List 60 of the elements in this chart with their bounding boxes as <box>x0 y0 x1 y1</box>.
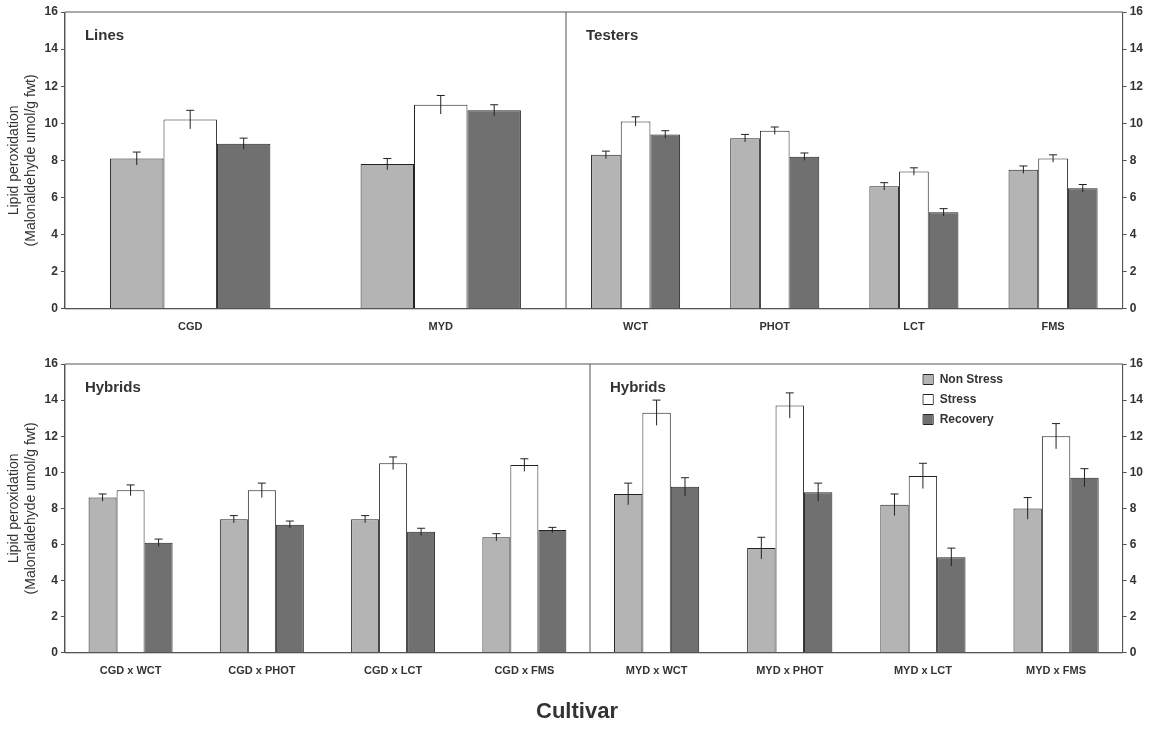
y-tick-label: 6 <box>51 536 59 551</box>
x-tick-label: MYD x WCT <box>625 664 688 677</box>
y2-tick-label: 2 <box>1129 609 1137 624</box>
y-tick-label: 6 <box>51 189 59 204</box>
y-tick-label: 12 <box>44 428 59 443</box>
y2-tick-label: 14 <box>1129 41 1144 56</box>
y-tick-label: 4 <box>51 226 59 241</box>
legend-label: Non Stress <box>939 372 1004 387</box>
text: Testers <box>586 26 639 44</box>
y-tick-label: 2 <box>51 264 59 279</box>
y2-tick-label: 4 <box>1129 572 1137 587</box>
y2-tick-label: 6 <box>1129 189 1137 204</box>
y-tick-label: 12 <box>44 78 59 93</box>
y-tick-label: 16 <box>44 356 59 371</box>
y2-tick-label: 10 <box>1129 115 1144 130</box>
y2-tick-label: 10 <box>1129 464 1144 479</box>
y2-tick-label: 14 <box>1129 392 1144 407</box>
y-tick-label: 2 <box>51 609 59 624</box>
y-tick-label: 16 <box>44 4 59 19</box>
y-tick-label: 8 <box>51 500 59 515</box>
y-tick-label: 8 <box>51 152 59 167</box>
text: Lines <box>84 26 125 44</box>
x-tick-label: CGD x WCT <box>99 664 162 677</box>
x-tick-label: CGD x FMS <box>494 664 555 677</box>
x-tick-label: CGD x LCT <box>364 664 423 677</box>
y2-tick-label: 12 <box>1129 78 1144 93</box>
y2-tick-label: 6 <box>1129 536 1137 551</box>
x-axis-title: Cultivar <box>536 698 618 724</box>
text: Hybrids <box>84 378 141 396</box>
x-tick-label: PHOT <box>759 320 791 333</box>
x-tick-label: WCT <box>623 320 649 333</box>
x-tick-label: MYD <box>428 320 454 333</box>
legend-label: Recovery <box>939 412 995 427</box>
y-tick-label: 14 <box>44 41 59 56</box>
x-tick-label: MYD x LCT <box>893 664 953 677</box>
x-tick-label: LCT <box>903 320 925 333</box>
y2-tick-label: 12 <box>1129 428 1144 443</box>
x-tick-label: MYD x PHOT <box>756 664 824 677</box>
y-tick-label: 10 <box>44 115 59 130</box>
x-tick-label: CGD x PHOT <box>228 664 296 677</box>
y-axis-title: Lipid peroxidation (Malonaldehyde umol/g fwt) <box>5 74 39 247</box>
y-axis-title: Lipid peroxidation (Malonaldehyde umol/g fwt) <box>5 422 39 595</box>
x-tick-label: FMS <box>1041 320 1065 333</box>
y2-tick-label: 2 <box>1129 264 1137 279</box>
y2-tick-label: 8 <box>1129 152 1137 167</box>
y-tick-label: 14 <box>44 392 59 407</box>
y2-tick-label: 4 <box>1129 226 1137 241</box>
x-tick-label: CGD <box>177 320 203 333</box>
y2-tick-label: 16 <box>1129 356 1144 371</box>
legend-label: Stress <box>939 392 977 407</box>
y-tick-label: 4 <box>51 572 59 587</box>
y2-tick-label: 0 <box>1129 301 1137 316</box>
text: Hybrids <box>610 378 666 396</box>
x-tick-label: MYD x FMS <box>1026 664 1087 677</box>
y-tick-label: 0 <box>51 645 59 660</box>
y-tick-label: 0 <box>51 301 59 316</box>
y2-tick-label: 8 <box>1129 500 1137 515</box>
y2-tick-label: 0 <box>1129 645 1137 660</box>
y-tick-label: 10 <box>44 464 59 479</box>
y2-tick-label: 16 <box>1129 4 1144 19</box>
